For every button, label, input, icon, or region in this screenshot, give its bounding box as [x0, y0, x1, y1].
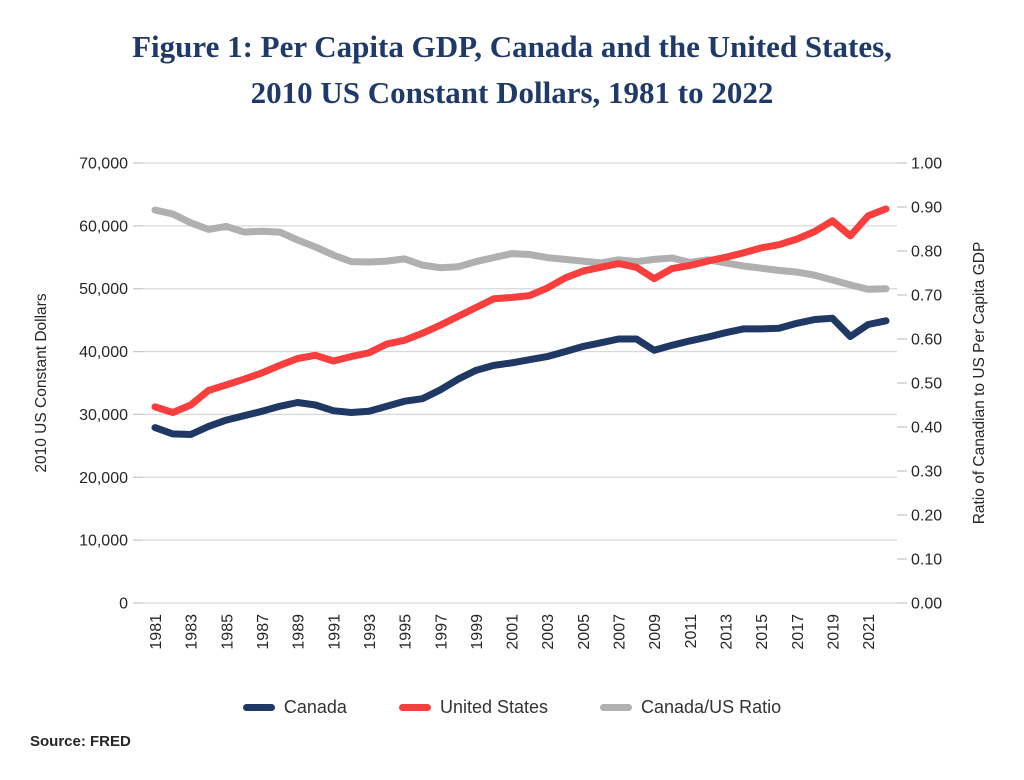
x-axis-tick-label: 2017 [790, 614, 807, 650]
x-axis-tick-label: 2015 [754, 614, 771, 650]
series-line-united-states [151, 205, 890, 416]
legend-label: Canada [283, 697, 347, 717]
source-note: Source: FRED [30, 733, 131, 750]
legend-item-united-states: United States [398, 697, 549, 718]
y-axis-right-tick-label: 1.00 [911, 156, 942, 173]
y-axis-left-tick-label: 60,000 [79, 218, 128, 235]
legend-item-canada: Canada [242, 697, 347, 718]
x-axis-tick-label: 2003 [540, 614, 557, 650]
legend-label: Canada/US Ratio [641, 697, 782, 717]
y-axis-left-tick-label: 70,000 [79, 156, 128, 173]
y-axis-left-tick-label: 40,000 [79, 344, 128, 361]
series-line-canada-us-ratio [151, 206, 890, 293]
x-axis-tick-label: 2001 [505, 614, 522, 650]
y-axis-left-tick-label: 10,000 [79, 533, 128, 550]
y-axis-right-tick-label: 0.70 [911, 288, 942, 305]
chart-svg: 0 10,000 20,000 30,000 40,000 50,000 60,000 70,… [33, 156, 988, 650]
legend-swatch-icon [398, 704, 431, 711]
y-axis-left-title: 2010 US Constant Dollars [33, 293, 50, 472]
x-axis-tick-label: 1993 [362, 614, 379, 650]
chart-title: Figure 1: Per Capita GDP, Canada and the… [0, 24, 1024, 116]
x-axis-tick-label: 2011 [683, 614, 700, 649]
y-axis-right-tick-label: 0.90 [911, 200, 942, 217]
y-axis-right-tick-label: 0.30 [911, 464, 942, 481]
y-axis-right-tick-label: 0.10 [911, 552, 942, 569]
x-axis-tick-label: 2007 [612, 614, 629, 650]
series-line-canada [151, 314, 890, 438]
y-axis-left-tick-label: 30,000 [79, 407, 128, 424]
x-axis-tick-label: 2021 [861, 614, 878, 650]
x-axis-tick-label: 2013 [719, 614, 736, 650]
x-axis-tick-label: 2005 [576, 614, 593, 650]
y-axis-right-title: Ratio of Canadian to US Per Capita GDP [971, 242, 988, 525]
legend-item-canada-us-ratio: Canada/US Ratio [600, 697, 781, 718]
legend-label: United States [439, 697, 549, 717]
y-axis-right-tick-label: 0.00 [911, 596, 942, 613]
x-axis-tick-label: 1983 [184, 614, 201, 650]
y-axis-left-tick-label: 0 [119, 596, 128, 613]
x-axis-tick-label: 1999 [469, 614, 486, 650]
legend-swatch-icon [600, 704, 633, 711]
x-axis-tick-label: 1995 [398, 614, 415, 650]
chart-title-line2: 2010 US Constant Dollars, 1981 to 2022 [250, 75, 774, 110]
legend: Canada United States Canada/US Ratio [0, 697, 1024, 718]
y-axis-right-tick-label: 0.80 [911, 244, 942, 261]
chart-title-line1: Figure 1: Per Capita GDP, Canada and the… [132, 29, 892, 64]
x-axis-tick-label: 1987 [255, 614, 272, 650]
legend-swatch-icon [242, 704, 275, 711]
y-axis-right-tick-label: 0.20 [911, 508, 942, 525]
x-axis-tick-label: 1989 [291, 614, 308, 650]
x-axis-tick-label: 1991 [326, 614, 343, 650]
x-axis-tick-label: 1997 [433, 614, 450, 650]
y-axis-right-tick-label: 0.60 [911, 332, 942, 349]
y-axis-left-tick-label: 20,000 [79, 470, 128, 487]
x-axis-tick-label: 2009 [647, 614, 664, 650]
y-axis-right-tick-label: 0.50 [911, 376, 942, 393]
x-axis-tick-label: 2019 [826, 614, 843, 650]
x-axis-tick-label: 1981 [148, 614, 165, 650]
y-axis-left-tick-label: 50,000 [79, 281, 128, 298]
x-axis-tick-label: 1985 [219, 614, 236, 650]
y-axis-right-tick-label: 0.40 [911, 420, 942, 437]
